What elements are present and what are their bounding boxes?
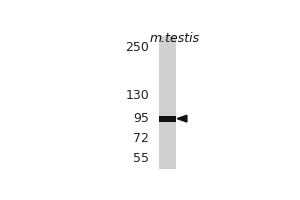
Text: m.testis: m.testis — [150, 32, 200, 45]
Polygon shape — [177, 115, 187, 122]
Text: 250: 250 — [125, 41, 149, 54]
Text: 72: 72 — [133, 132, 149, 145]
Bar — [159, 36, 176, 169]
Bar — [159, 116, 176, 122]
Text: 95: 95 — [133, 112, 149, 125]
Text: 130: 130 — [125, 89, 149, 102]
Text: 55: 55 — [133, 152, 149, 165]
